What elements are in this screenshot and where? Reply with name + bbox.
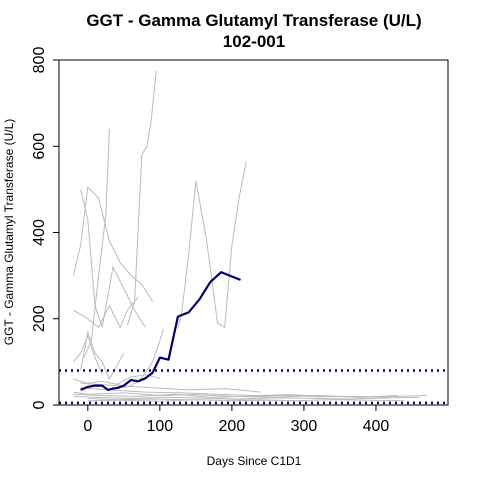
x-tick-label: 200: [219, 418, 246, 435]
plot-area: [59, 70, 448, 405]
chart-subtitle: 102-001: [223, 32, 285, 51]
y-tick-label: 0: [31, 400, 48, 409]
background-series-line-5: [177, 161, 247, 329]
x-tick-label: 400: [363, 418, 390, 435]
background-series-line-12: [73, 395, 420, 400]
y-tick-label: 200: [31, 305, 48, 332]
chart-title: GGT - Gamma Glutamyl Transferase (U/L): [86, 11, 421, 30]
background-series-line-7: [73, 334, 103, 375]
y-tick-label: 400: [31, 219, 48, 246]
highlight-series-line: [80, 271, 241, 391]
background-series-line-1: [72, 186, 154, 302]
background-series-line-15: [73, 393, 391, 398]
background-series-line-17: [87, 399, 304, 402]
background-series-line-3: [83, 128, 110, 358]
background-series-line-4: [126, 70, 157, 326]
x-tick-label: 0: [83, 418, 92, 435]
background-series-line-9: [116, 329, 164, 389]
y-tick-label: 600: [31, 133, 48, 160]
y-axis: 0 200 400 600 800: [31, 47, 59, 409]
background-series-line-8: [80, 331, 125, 381]
background-series-line-14: [87, 398, 405, 402]
x-axis: 0 100 200 300 400: [83, 405, 389, 435]
y-axis-label: GGT - Gamma Glutamyl Transferase (U/L): [2, 119, 16, 346]
background-series-line-16: [80, 382, 261, 393]
background-series-line-6: [73, 296, 139, 329]
plot-frame: [58, 59, 449, 406]
x-axis-label: Days Since C1D1: [207, 454, 302, 468]
y-tick-label: 800: [31, 47, 48, 74]
background-series-line-2: [80, 189, 146, 328]
x-tick-label: 100: [147, 418, 174, 435]
x-tick-label: 300: [291, 418, 318, 435]
